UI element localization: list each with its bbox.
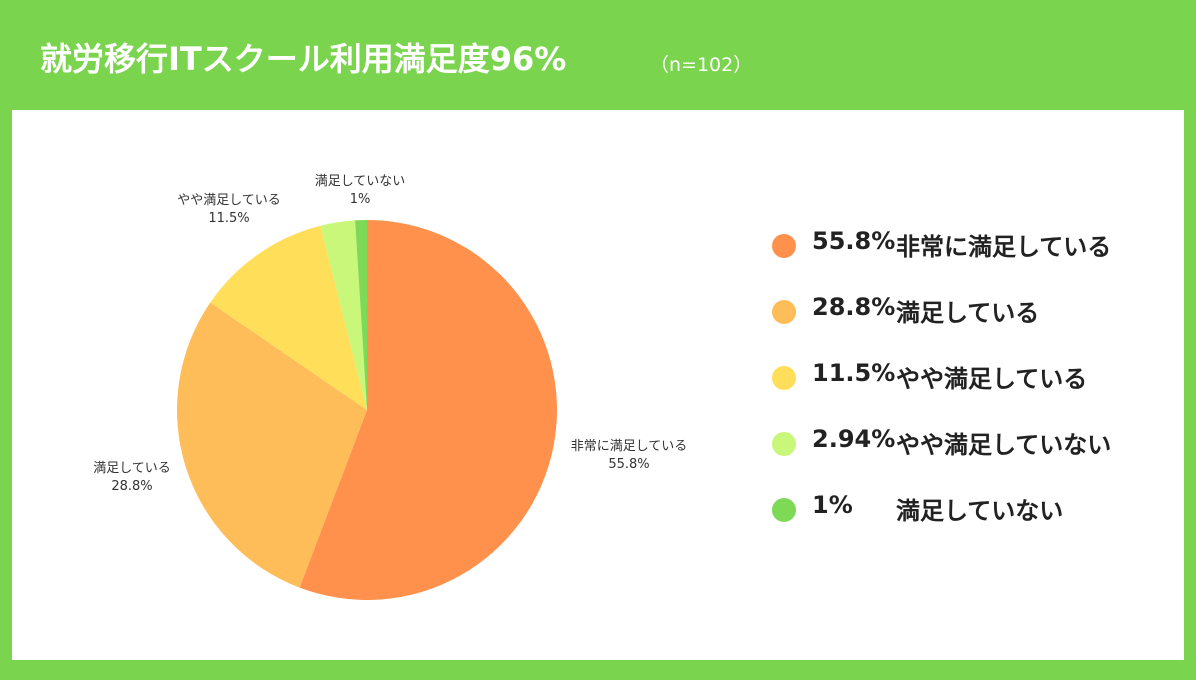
slice-value-label: 1% [350,192,371,207]
legend-swatch [772,366,796,390]
pie-chart-area: 非常に満足している 55.8% 満足している 28.8% やや満足している 11.5% 満足… [12,110,752,660]
page-title: 就労移行ITスクール利用満足度96% [40,40,567,78]
legend-swatch [772,234,796,258]
legend-label: 満足している [896,299,1040,327]
legend: 55.8% 非常に満足している 28.8% 満足している 11.5% やや満足し… [772,225,1192,555]
legend-label: やや満足していない [896,431,1112,459]
legend-item: 1% 満足していない [772,489,1192,555]
legend-swatch [772,300,796,324]
legend-label: やや満足している [896,365,1088,393]
legend-label: 非常に満足している [896,233,1112,261]
slice-value-label: 55.8% [608,457,649,472]
legend-percent: 55.8% [812,227,896,255]
legend-item: 28.8% 満足している [772,291,1192,357]
legend-item: 2.94% やや満足していない [772,423,1192,489]
pie-slice [299,220,557,600]
pie-slice [176,302,367,588]
legend-percent: 2.94% [812,425,896,453]
slice-category-label: やや満足している [177,193,281,208]
header: 就労移行ITスクール利用満足度96% （n=102） [0,0,1196,110]
legend-label: 満足していない [896,497,1064,525]
pie-slice [210,225,367,410]
legend-percent: 1% [812,491,853,519]
slice-value-label: 11.5% [208,211,249,226]
slice-category-label: 満足している [93,461,171,476]
slice-category-label: 非常に満足している [571,439,688,454]
pie-chart: 非常に満足している 55.8% 満足している 28.8% やや満足している 11.5% 満足… [93,174,688,600]
pie-slice [320,220,367,410]
legend-percent: 11.5% [812,359,896,387]
pie-slice [355,219,367,410]
chart-panel: 非常に満足している 55.8% 満足している 28.8% やや満足している 11.5% 満足… [12,110,1184,660]
slice-value-label: 28.8% [111,479,152,494]
legend-swatch [772,498,796,522]
sample-size-note: （n=102） [650,54,753,76]
legend-percent: 28.8% [812,293,896,321]
legend-item: 11.5% やや満足している [772,357,1192,423]
legend-swatch [772,432,796,456]
slice-category-label: 満足していない [315,174,406,189]
legend-item: 55.8% 非常に満足している [772,225,1192,291]
